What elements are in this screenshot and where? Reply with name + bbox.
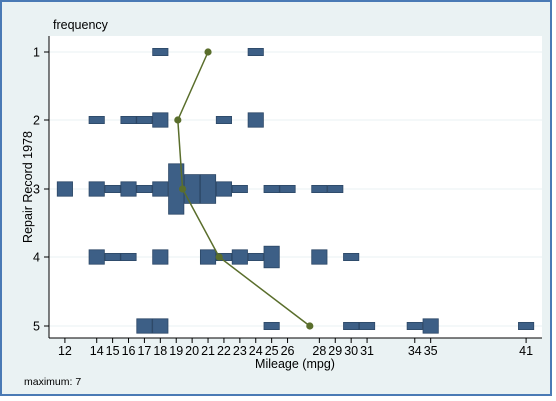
bars-layer: [56, 48, 535, 334]
bar: [120, 116, 137, 125]
x-tick-label: 28: [312, 344, 326, 358]
x-tick-label: 15: [106, 344, 120, 358]
bar: [359, 321, 376, 330]
bar: [327, 184, 344, 193]
bar: [120, 181, 137, 197]
y-axis: 1 2 3 4 5: [33, 36, 50, 338]
bar: [247, 112, 264, 128]
mean-line-layer: [174, 48, 314, 330]
bar: [152, 318, 169, 334]
bar: [152, 181, 169, 197]
bar: [136, 184, 153, 193]
bar: [120, 252, 137, 261]
bar: [247, 252, 264, 261]
bar: [104, 184, 121, 193]
bar: [311, 249, 328, 265]
x-axis-title: Mileage (mpg): [255, 357, 335, 371]
x-tick-label: 30: [344, 344, 358, 358]
bar: [231, 184, 248, 193]
x-tick-label: 19: [169, 344, 183, 358]
bar: [343, 252, 360, 261]
bar: [152, 249, 169, 265]
x-tick-label: 21: [201, 344, 215, 358]
bar: [263, 245, 280, 269]
bar: [231, 249, 248, 265]
bar: [422, 318, 439, 334]
x-tick-label: 25: [265, 344, 279, 358]
x-tick-label: 18: [153, 344, 167, 358]
bar: [88, 249, 105, 265]
x-tick-label: 20: [185, 344, 199, 358]
frequency-label: frequency: [53, 18, 109, 32]
bar: [56, 181, 73, 197]
mean-point: [306, 322, 314, 330]
mean-point: [204, 48, 212, 56]
y-axis-title: Repair Record 1978: [21, 131, 35, 243]
x-tick-label: 23: [233, 344, 247, 358]
x-tick-label: 24: [249, 344, 263, 358]
bar: [263, 184, 280, 193]
bar: [199, 249, 217, 265]
bar: [136, 116, 153, 125]
mean-point: [215, 253, 223, 261]
x-tick-label: 14: [90, 344, 104, 358]
bar: [104, 252, 121, 261]
x-tick-label: 16: [122, 344, 136, 358]
x-tick-label: 22: [217, 344, 231, 358]
mean-point: [178, 185, 187, 193]
bar: [215, 116, 232, 125]
bar: [199, 174, 217, 204]
y-tick-label: 4: [33, 251, 40, 265]
x-axis: 12 14 15 16 17 18 19 20 21 22 23 24 25 26 28 29 30 31 34 35…: [49, 337, 542, 358]
bar: [152, 48, 169, 57]
x-tick-label: 29: [328, 344, 342, 358]
bar: [311, 184, 328, 193]
x-tick-label: 17: [137, 344, 151, 358]
bar: [136, 318, 153, 334]
bar: [88, 181, 105, 197]
y-tick-label: 3: [33, 183, 40, 197]
bar: [279, 184, 296, 193]
x-tick-label: 34: [408, 344, 422, 358]
bar: [518, 321, 535, 330]
x-tick-label: 26: [281, 344, 295, 358]
bar: [343, 321, 360, 330]
y-tick-label: 1: [33, 46, 40, 60]
mean-point: [174, 116, 182, 124]
bar: [88, 116, 105, 125]
bar: [247, 48, 264, 57]
y-tick-label: 5: [33, 320, 40, 334]
note-maximum: maximum: 7: [24, 376, 81, 388]
x-tick-label: 12: [58, 344, 72, 358]
bar: [152, 112, 169, 128]
bar: [215, 181, 232, 197]
bar: [184, 174, 201, 204]
x-tick-label: 35: [424, 344, 438, 358]
x-tick-label: 31: [360, 344, 374, 358]
x-tick-label: 41: [519, 344, 533, 358]
bar: [406, 321, 423, 330]
y-tick-label: 2: [33, 114, 40, 128]
bar: [263, 321, 280, 330]
